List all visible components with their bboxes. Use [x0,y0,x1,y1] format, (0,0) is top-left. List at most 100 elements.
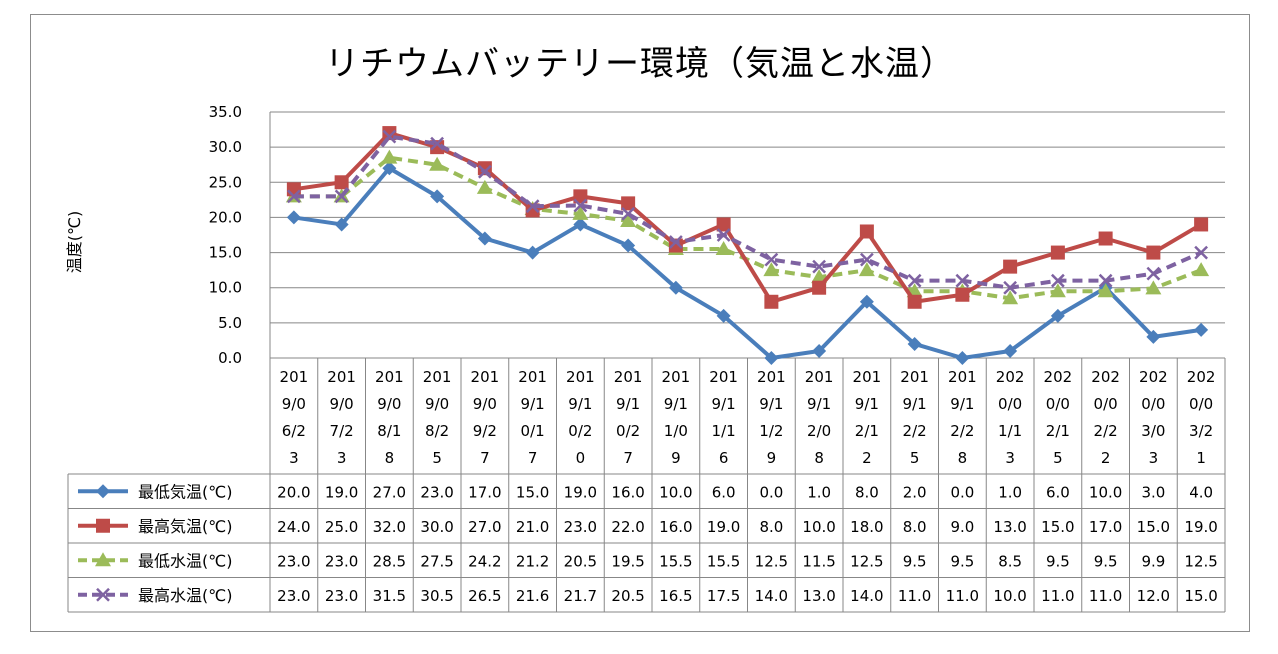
data-point [812,259,827,274]
table-cell: 9.9 [1141,552,1165,570]
data-point [907,294,922,309]
data-point [573,198,588,213]
table-cell: 12.5 [755,552,788,570]
data-point [955,351,970,365]
data-point [1193,262,1210,277]
data-point [1146,245,1161,260]
data-point [476,179,493,194]
table-cell: 27.0 [468,518,501,536]
x-tick-label: 9/0 [330,395,354,413]
table-cell: 8.0 [759,518,783,536]
x-tick-label: 9/0 [473,395,497,413]
data-point [573,189,588,204]
data-point [430,136,445,151]
data-point [96,484,110,499]
x-tick-label: 201 [614,368,643,386]
x-tick-label: 0/0 [998,395,1022,413]
x-tick-label: 2/0 [807,422,831,440]
data-point [96,587,110,602]
data-point [334,189,349,204]
table-cell: 23.0 [325,552,358,570]
table-cell: 15.0 [516,483,549,501]
table-cell: 12.5 [850,552,883,570]
x-tick-label: 9/0 [377,395,401,413]
x-tick-label: 9/1 [712,395,736,413]
x-tick-label: 201 [853,368,882,386]
x-tick-label: 201 [327,368,356,386]
x-tick-label: 201 [757,368,786,386]
data-point [429,156,446,171]
data-point [858,262,875,277]
table-cell: 17.5 [707,587,740,605]
data-point [286,189,301,204]
x-tick-label: 9/1 [521,395,545,413]
data-point [1194,217,1209,232]
table-cell: 12.5 [1184,552,1217,570]
table-cell: 23.0 [325,587,358,605]
data-point [572,205,589,220]
x-tick-label: 202 [996,368,1025,386]
x-tick-label: 9/0 [425,395,449,413]
table-cell: 23.0 [420,483,453,501]
table-cell: 16.0 [659,518,692,536]
x-tick-label: 0/1 [521,422,545,440]
table-cell: 19.0 [325,483,358,501]
table-cell: 19.0 [707,518,740,536]
series-line [293,134,1202,290]
table-cell: 9.5 [1046,552,1070,570]
table-cell: 11.0 [1089,587,1122,605]
x-tick-label: 9/1 [568,395,592,413]
x-tick-label: 2 [862,449,872,467]
x-tick-label: 1/0 [664,422,688,440]
x-tick-label: 0 [576,449,586,467]
y-tick-label: 0.0 [218,349,242,367]
data-point [1003,259,1018,274]
table-cell: 6.0 [712,483,736,501]
x-tick-label: 201 [471,368,500,386]
table-cell: 13.0 [802,587,835,605]
legend-label: 最高水温(℃) [138,586,232,605]
x-tick-label: 0/0 [1046,395,1070,413]
table-cell: 12.0 [1137,587,1170,605]
table-cell: 17.0 [1089,518,1122,536]
x-tick-label: 3 [337,449,347,467]
x-tick-label: 1/1 [712,422,736,440]
data-point [1050,308,1065,323]
x-tick-label: 201 [709,368,738,386]
x-tick-label: 9/1 [903,395,927,413]
legend-label: 最低水温(℃) [138,551,232,570]
table-cell: 10.0 [1089,483,1122,501]
y-tick-label: 10.0 [209,279,242,297]
table-cell: 23.0 [277,552,310,570]
x-tick-label: 202 [1044,368,1073,386]
x-tick-label: 9 [671,449,681,467]
x-tick-label: 7 [480,449,490,467]
x-tick-label: 202 [1091,368,1120,386]
table-cell: 10.0 [993,587,1026,605]
data-point [1049,283,1066,298]
y-tick-label: 15.0 [209,244,242,262]
table-cell: 8.5 [998,552,1022,570]
data-point [668,235,683,249]
x-tick-label: 5 [1053,449,1063,467]
table-cell: 30.5 [420,587,453,605]
x-tick-label: 9/1 [807,395,831,413]
x-tick-label: 201 [662,368,691,386]
table-cell: 11.0 [1041,587,1074,605]
x-tick-label: 9/2 [473,422,497,440]
x-tick-label: 201 [566,368,595,386]
table-cell: 10.0 [802,518,835,536]
data-point [620,212,637,227]
table-cell: 20.0 [277,483,310,501]
x-tick-label: 201 [805,368,834,386]
series-line [293,131,1203,304]
data-point [573,217,588,232]
table-cell: 15.5 [659,552,692,570]
y-tick-label: 20.0 [209,208,242,226]
data-point [334,217,349,232]
data-point [477,164,492,179]
table-cell: 15.0 [1184,587,1217,605]
x-tick-label: 0/0 [1094,395,1118,413]
x-tick-label: 201 [423,368,452,386]
